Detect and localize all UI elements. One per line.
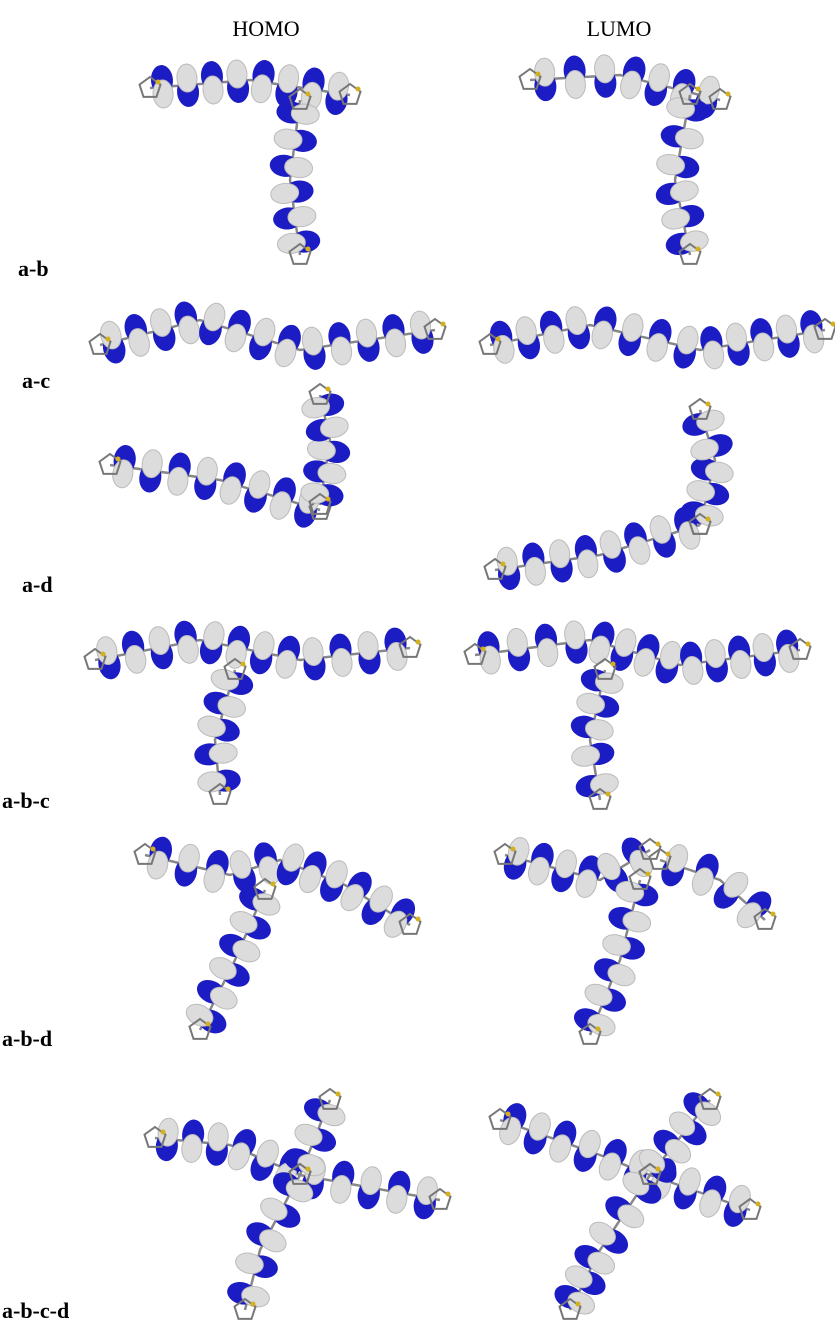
atom: [596, 1027, 601, 1032]
atom: [806, 642, 811, 647]
atom: [241, 662, 246, 667]
atom: [161, 1130, 166, 1135]
atom: [271, 882, 276, 887]
column-header: LUMO: [587, 16, 652, 41]
atom: [156, 80, 161, 85]
orbital-images: [85, 54, 835, 1319]
atom: [306, 92, 311, 97]
atom: [606, 792, 611, 797]
row-label: a-b-d: [2, 1026, 52, 1051]
atom: [336, 1092, 341, 1097]
atom: [656, 1167, 661, 1172]
page: HOMO LUMO a-b a-c a-d a-b-c a-b-d a-b-c-…: [0, 0, 835, 1326]
atom: [696, 87, 701, 92]
atom: [441, 322, 446, 327]
atom: [506, 1112, 511, 1117]
atom: [116, 457, 121, 462]
atom: [306, 1167, 311, 1172]
atom: [356, 87, 361, 92]
figure: HOMO LUMO a-b a-c a-d a-b-c a-b-d a-b-c-…: [0, 0, 835, 1326]
atom: [771, 912, 776, 917]
atom: [416, 640, 421, 645]
atom: [416, 917, 421, 922]
atom: [326, 497, 331, 502]
atom: [106, 337, 111, 342]
atom: [706, 517, 711, 522]
atom: [481, 647, 486, 652]
atom: [646, 872, 651, 877]
atom: [656, 842, 661, 847]
atom: [101, 652, 106, 657]
row-label: a-d: [22, 572, 53, 597]
row-label: a-c: [22, 368, 50, 393]
row-label: a-b-c-d: [2, 1298, 69, 1323]
atom: [716, 1092, 721, 1097]
atom: [206, 1022, 211, 1027]
atom: [611, 662, 616, 667]
atom: [756, 1202, 761, 1207]
atom: [576, 1302, 581, 1307]
atom: [706, 402, 711, 407]
atom: [696, 247, 701, 252]
atom: [446, 1192, 451, 1197]
atom: [306, 247, 311, 252]
row-label: a-b-c: [2, 788, 50, 813]
atom: [501, 562, 506, 567]
atom: [496, 337, 501, 342]
atom: [726, 92, 731, 97]
atom: [251, 1302, 256, 1307]
row-label: a-b: [18, 256, 49, 281]
atom: [326, 387, 331, 392]
atom: [536, 72, 541, 77]
column-header: HOMO: [232, 16, 299, 41]
atom: [511, 847, 516, 852]
atom: [151, 847, 156, 852]
atom: [226, 787, 231, 792]
atom: [666, 852, 671, 857]
